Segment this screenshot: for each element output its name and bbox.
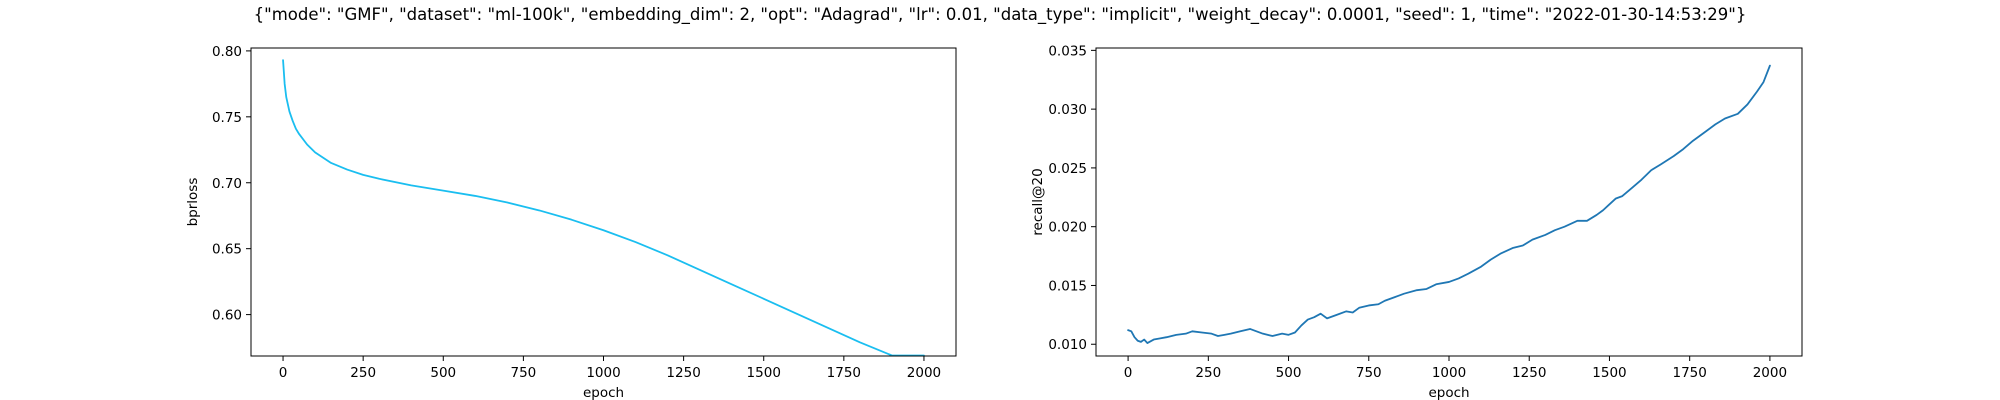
bprloss-line bbox=[282, 59, 925, 357]
bprloss-xtick-label: 0 bbox=[279, 365, 288, 381]
bprloss-xtick-label: 1250 bbox=[666, 365, 700, 381]
recall-chart: 0 250 500 750 1000 1250 1500 1750 2000 0.010 0.015… bbox=[1030, 43, 1803, 400]
bprloss-ytick-label: 0.80 bbox=[212, 44, 242, 60]
recall-ytick-label: 0.015 bbox=[1048, 278, 1087, 294]
recall-ytick-label: 0.030 bbox=[1048, 102, 1087, 118]
recall-xtick-label: 500 bbox=[1276, 365, 1302, 381]
recall-ytick-label: 0.020 bbox=[1048, 220, 1087, 236]
recall-ytick-label: 0.035 bbox=[1048, 43, 1087, 59]
recall-xtick-label: 2000 bbox=[1753, 365, 1787, 381]
recall-xtick-label: 0 bbox=[1124, 365, 1133, 381]
recall-xtick-label: 1750 bbox=[1673, 365, 1707, 381]
recall-ylabel: recall@20 bbox=[1030, 168, 1046, 235]
bprloss-ytick-label: 0.75 bbox=[212, 110, 242, 126]
recall-xtick-label: 750 bbox=[1356, 365, 1382, 381]
bprloss-ytick-label: 0.70 bbox=[212, 176, 242, 192]
bprloss-xlabel: epoch bbox=[583, 385, 624, 400]
bprloss-xtick-label: 1000 bbox=[586, 365, 620, 381]
recall-xlabel: epoch bbox=[1428, 385, 1469, 400]
bprloss-xtick-label: 500 bbox=[430, 365, 456, 381]
recall-ytick-label: 0.025 bbox=[1048, 161, 1087, 177]
recall-xtick-label: 1000 bbox=[1432, 365, 1466, 381]
bprloss-ytick-label: 0.65 bbox=[212, 242, 242, 258]
bprloss-xtick-label: 750 bbox=[510, 365, 536, 381]
recall-ytick-label: 0.010 bbox=[1048, 337, 1087, 353]
bprloss-xtick-label: 1750 bbox=[827, 365, 861, 381]
bprloss-ytick-label: 0.60 bbox=[212, 308, 242, 324]
bprloss-xtick-label: 1500 bbox=[747, 365, 781, 381]
figure-suptitle: {"mode": "GMF", "dataset": "ml-100k", "e… bbox=[254, 5, 1747, 25]
recall-line bbox=[1127, 64, 1771, 344]
recall-xtick-label: 1250 bbox=[1512, 365, 1546, 381]
bprloss-xtick-label: 250 bbox=[350, 365, 376, 381]
recall-xtick-label: 1500 bbox=[1592, 365, 1626, 381]
bprloss-xtick-label: 2000 bbox=[907, 365, 941, 381]
bprloss-chart: 0 250 500 750 1000 1250 1500 1750 2000 0.60 0.65 0.… bbox=[185, 44, 957, 400]
recall-xtick-label: 250 bbox=[1195, 365, 1221, 381]
bprloss-ylabel: bprloss bbox=[185, 178, 201, 227]
